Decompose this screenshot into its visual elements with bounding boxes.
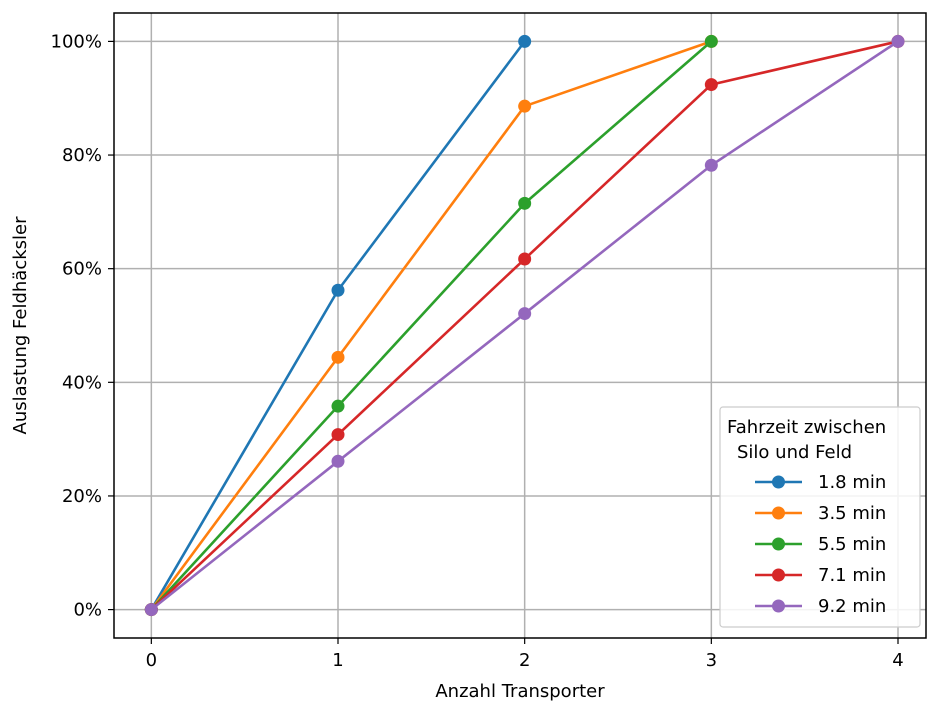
legend-label: 1.8 min — [818, 472, 886, 493]
data-point — [704, 34, 718, 48]
legend-swatch-marker — [772, 599, 785, 613]
ticks: 0 1 2 3 40%20%40%60%80%100% — [51, 31, 904, 671]
series-1 — [144, 34, 718, 617]
legend-swatch-marker — [772, 537, 785, 551]
legend-swatch-marker — [772, 506, 785, 520]
data-point — [331, 454, 345, 468]
legend-entry: 5.5 min — [755, 534, 886, 555]
data-point — [518, 307, 532, 321]
x-tick-label: 3 — [706, 650, 717, 671]
series-2 — [144, 34, 718, 617]
x-tick-label: 1 — [332, 650, 343, 671]
data-point — [518, 34, 532, 48]
series-line — [150, 40, 712, 611]
data-point — [704, 158, 718, 172]
data-point — [331, 399, 345, 413]
y-tick-label: 20% — [62, 486, 102, 507]
legend-entry: 3.5 min — [755, 503, 886, 524]
data-point — [704, 78, 718, 92]
legend-label: 9.2 min — [818, 596, 886, 617]
legend-swatch-marker — [772, 568, 785, 582]
legend-entry: 9.2 min — [755, 596, 886, 617]
y-tick-label: 0% — [73, 600, 102, 621]
x-axis-label: Anzahl Transporter — [435, 681, 605, 702]
y-tick-label: 80% — [62, 145, 102, 166]
grid — [114, 13, 926, 638]
legend-box — [719, 406, 921, 628]
data-point — [518, 252, 532, 266]
legend-entry: 7.1 min — [755, 565, 886, 586]
legend-swatch-marker — [772, 475, 785, 489]
legend-label: 7.1 min — [818, 565, 886, 586]
data-point — [144, 603, 158, 617]
data-point — [518, 196, 532, 210]
y-tick-label: 100% — [51, 31, 102, 52]
y-tick-label: 40% — [62, 372, 102, 393]
series-4 — [144, 34, 905, 617]
y-axis-label: Auslastung Feldhäcksler — [10, 216, 31, 435]
legend-title-line2: Silo und Feld — [737, 442, 852, 463]
data-point — [331, 283, 345, 297]
y-tick-label: 60% — [62, 259, 102, 280]
data-point — [331, 428, 345, 442]
x-tick-label: 4 — [892, 650, 903, 671]
plot-frame — [113, 12, 927, 639]
legend-label: 5.5 min — [818, 534, 886, 555]
legend: Fahrzeit zwischen Silo und Feld 1.8 min 3… — [719, 406, 921, 628]
legend-label: 3.5 min — [818, 503, 886, 524]
legend-title-line1: Fahrzeit zwischen — [727, 417, 886, 438]
legend-entry: 1.8 min — [755, 472, 886, 493]
data-point — [518, 99, 532, 113]
data-point — [891, 34, 905, 48]
x-tick-label: 0 — [146, 650, 157, 671]
data-point — [331, 350, 345, 364]
legend-entries: 1.8 min 3.5 min 5.5 min 7.1 min 9.2 min — [755, 472, 886, 617]
x-tick-label: 2 — [519, 650, 530, 671]
series-layer — [144, 34, 905, 617]
series-line — [150, 40, 713, 611]
